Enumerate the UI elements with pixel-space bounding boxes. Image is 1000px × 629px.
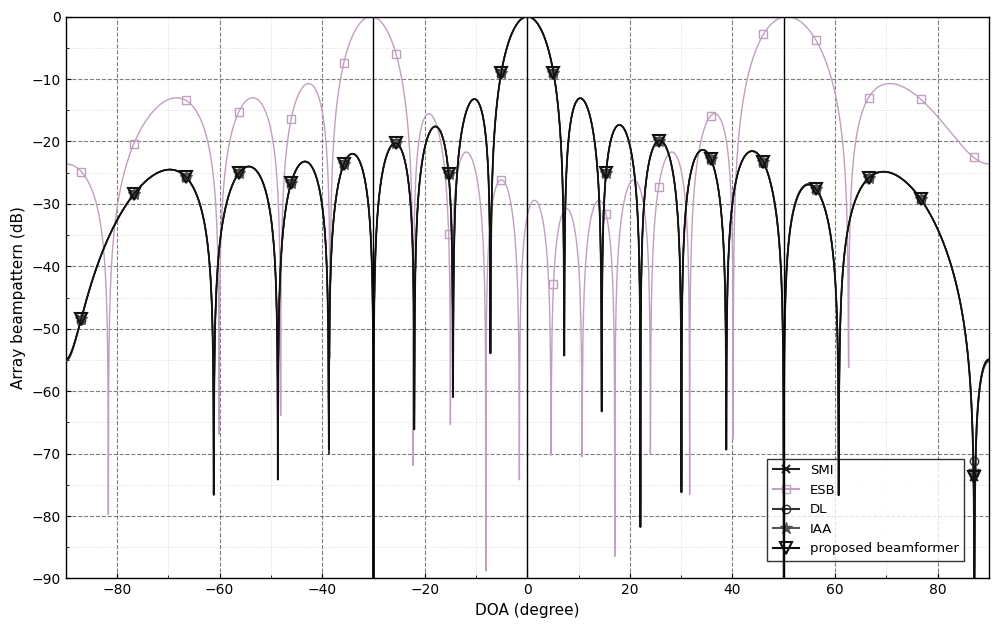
Y-axis label: Array beampattern (dB): Array beampattern (dB) (11, 206, 26, 389)
X-axis label: DOA (degree): DOA (degree) (475, 603, 580, 618)
Legend: SMI, ESB, DL, IAA, proposed beamformer: SMI, ESB, DL, IAA, proposed beamformer (767, 459, 964, 560)
